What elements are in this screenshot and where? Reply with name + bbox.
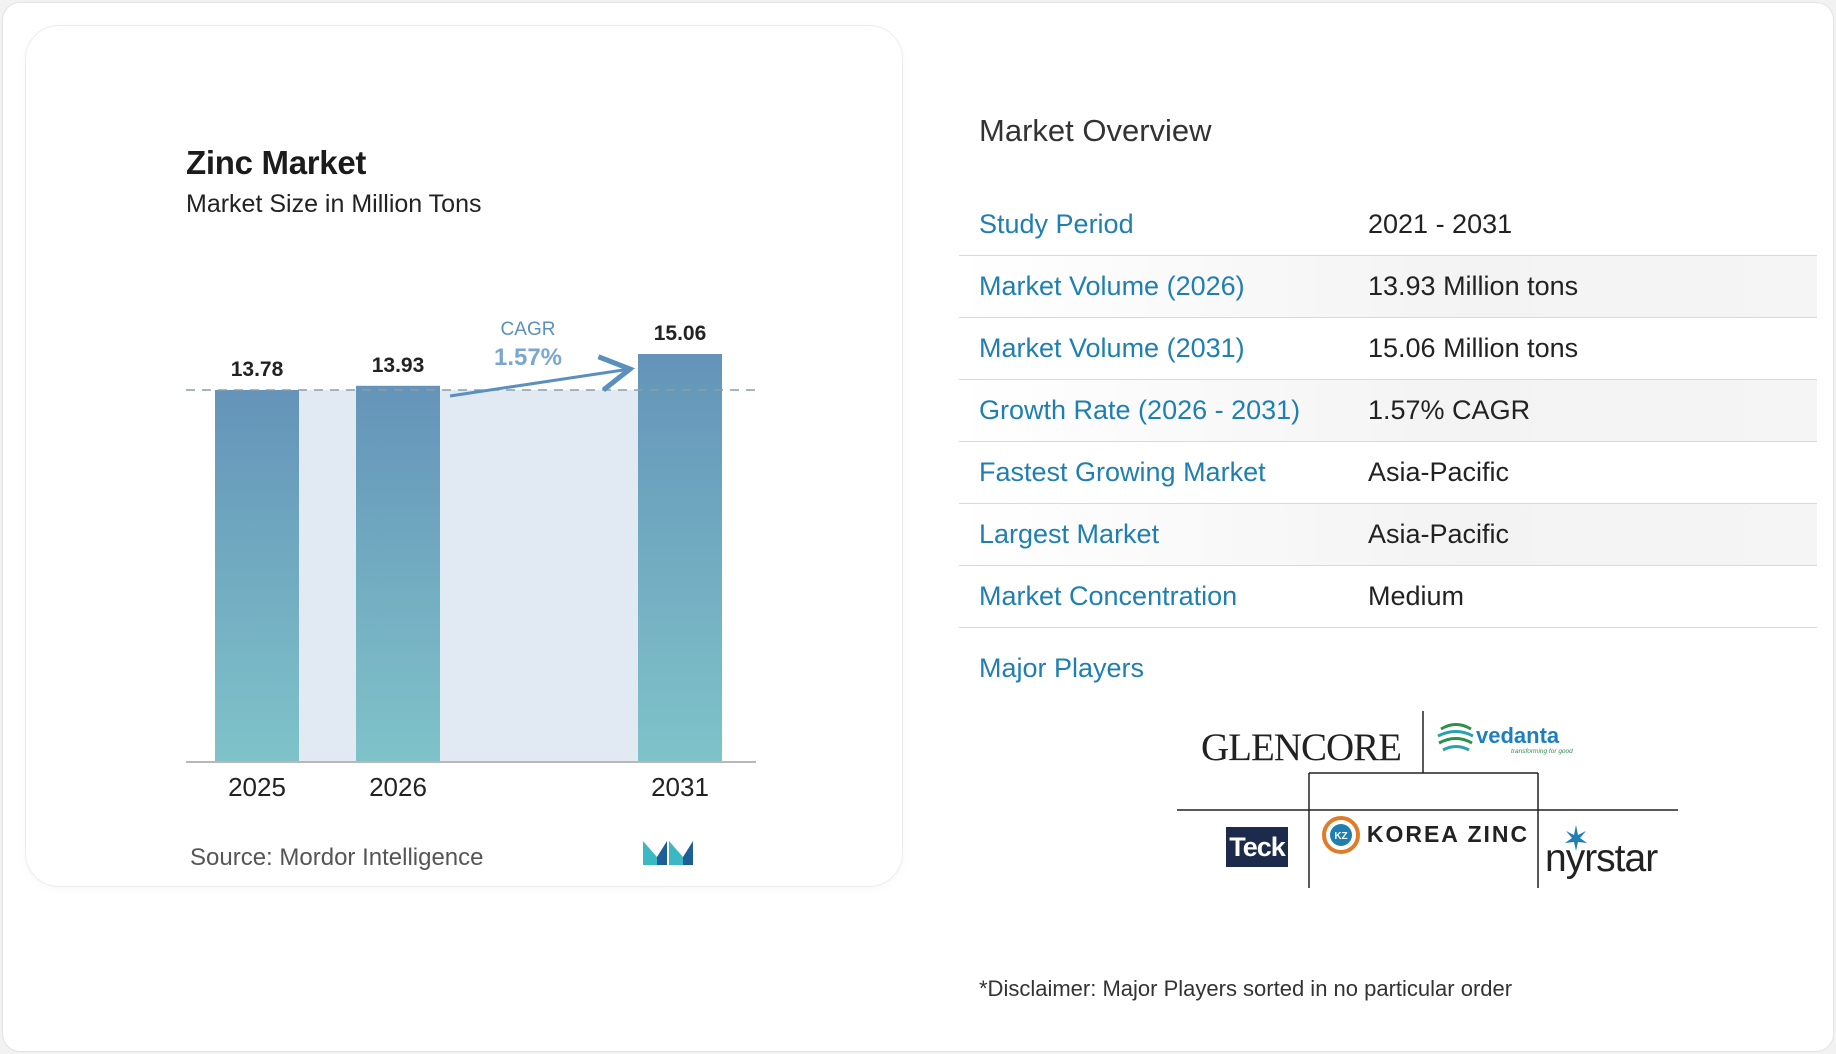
overview-value: Medium: [1368, 581, 1465, 611]
teck-wordmark: Teck: [1229, 832, 1287, 862]
bar-value-label: 15.06: [654, 322, 707, 345]
svg-text:KZ: KZ: [1334, 831, 1347, 842]
overview-label: Market Concentration: [979, 581, 1238, 611]
vedanta-logo: vedanta transforming for good: [1437, 723, 1573, 755]
overview-label: Market Volume (2031): [979, 333, 1245, 363]
overview-value: 15.06 Million tons: [1368, 333, 1579, 363]
korea-zinc-wordmark: KOREA ZINC: [1367, 821, 1529, 847]
source-label: Source:: [190, 844, 273, 871]
korea-zinc-emblem-icon: KZ: [1322, 816, 1360, 854]
x-tick-label: 2031: [651, 772, 709, 802]
overview-value: 2021 - 2031: [1368, 209, 1513, 239]
overview-value: 13.93 Million tons: [1368, 271, 1579, 301]
chart-title: Zinc Market: [186, 144, 367, 181]
overview-label: Largest Market: [979, 519, 1160, 549]
overview-value: Asia-Pacific: [1368, 519, 1510, 549]
cagr-label: CAGR: [501, 319, 556, 340]
overview-label: Fastest Growing Market: [979, 457, 1266, 487]
teck-logo: Teck: [1226, 827, 1288, 867]
vedanta-tagline: transforming for good: [1511, 748, 1573, 755]
overview-label: Growth Rate (2026 - 2031): [979, 395, 1301, 425]
overview-row-volume-2031: Market Volume (2031) 15.06 Million tons: [959, 318, 1817, 380]
nyrstar-star-icon: [1565, 825, 1587, 851]
bar-value-label: 13.93: [372, 354, 425, 377]
disclaimer: *Disclaimer: Major Players sorted in no …: [979, 976, 1513, 1001]
overview-title: Market Overview: [979, 113, 1212, 148]
bar-2026: [356, 385, 440, 762]
overview-label: Market Volume (2026): [979, 271, 1245, 301]
glencore-logo: GLENCORE: [1201, 726, 1401, 769]
vedanta-mark-icon: [1437, 723, 1474, 752]
x-tick-label: 2026: [369, 772, 427, 802]
chart-card: Zinc Market Market Size in Million Tons …: [25, 25, 903, 887]
x-tick-label: 2025: [228, 772, 286, 802]
growth-band: [257, 390, 680, 762]
cagr-arrow: [449, 354, 636, 398]
overview-value: Asia-Pacific: [1368, 457, 1510, 487]
overview-label: Study Period: [979, 209, 1134, 239]
overview-value: 1.57% CAGR: [1368, 395, 1531, 425]
nyrstar-wordmark: nyrstar: [1545, 837, 1658, 880]
chart-subtitle: Market Size in Million Tons: [186, 190, 482, 218]
bar-value-label: 13.78: [231, 358, 284, 381]
overview-row-concentration: Market Concentration Medium: [959, 566, 1817, 628]
overview-row-volume-2026: Market Volume (2026) 13.93 Million tons: [959, 256, 1817, 318]
bar-chart: CAGR 1.57% 13.78 2025 13.93 2026 15.06 2031: [186, 319, 756, 802]
bar-2025: [215, 390, 299, 762]
overview-table: Study Period 2021 - 2031 Market Volume (…: [959, 194, 1817, 628]
vedanta-wordmark: vedanta: [1476, 723, 1560, 748]
major-players-title: Major Players: [979, 653, 1145, 683]
overview-row-growth-rate: Growth Rate (2026 - 2031) 1.57% CAGR: [959, 380, 1817, 442]
overview-row-study-period: Study Period 2021 - 2031: [959, 194, 1817, 256]
overview-row-fastest-growing: Fastest Growing Market Asia-Pacific: [959, 442, 1817, 504]
bar-2031: [638, 354, 722, 762]
nyrstar-logo: nyrstar: [1545, 825, 1659, 880]
source-name: Mordor Intelligence: [279, 844, 484, 871]
source-line: Source: Mordor Intelligence: [190, 844, 484, 872]
korea-zinc-logo: KZ KOREA ZINC: [1322, 816, 1529, 854]
overview-row-largest-market: Largest Market Asia-Pacific: [959, 504, 1817, 566]
major-players-logos: GLENCORE vedanta transforming for good T…: [1177, 711, 1678, 888]
mordor-intelligence-logo: [643, 841, 693, 865]
cagr-value: 1.57%: [494, 344, 562, 371]
